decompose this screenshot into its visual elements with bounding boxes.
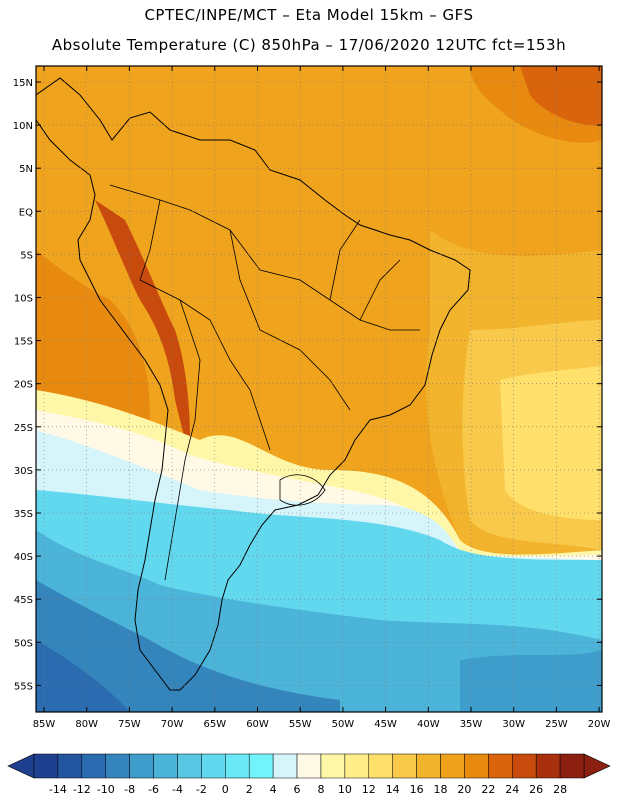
lon-label: 20W <box>588 719 611 730</box>
colorbar-right-arrow <box>583 753 611 779</box>
colorbar-cell <box>464 753 489 779</box>
longitude-axis: 85W 80W 75W 70W 65W 60W 55W 50W 45W 40W 35W 30W 25W 2… <box>33 66 611 730</box>
lat-label: 25S <box>14 423 33 434</box>
colorbar-cell <box>225 753 250 779</box>
lon-label: 30W <box>502 719 525 730</box>
colorbar-label: -12 <box>73 783 91 796</box>
east-ocean-band-3 <box>500 365 602 520</box>
lon-label: 65W <box>203 719 226 730</box>
deep-sea-se <box>460 650 602 712</box>
interior-border-1 <box>109 184 420 331</box>
colorbar-label: 10 <box>338 783 352 796</box>
coldest-sea-sw <box>36 580 340 712</box>
lat-label: EQ <box>19 207 33 218</box>
colorbar-label: 2 <box>246 783 253 796</box>
deep-sea-sw <box>36 640 130 712</box>
lat-label: 10S <box>14 294 33 305</box>
lat-label: 15S <box>14 337 33 348</box>
colorbar-label: 22 <box>481 783 495 796</box>
lat-label: 40S <box>14 552 33 563</box>
colorbar-label: -14 <box>49 783 67 796</box>
colorbar-label: -10 <box>97 783 115 796</box>
map-subtitle: Absolute Temperature (C) 850hPa – 17/06/… <box>51 36 567 54</box>
colorbar-cell <box>392 753 417 779</box>
lon-label: 70W <box>161 719 184 730</box>
colorbar-cell <box>129 753 154 779</box>
lat-label: 5N <box>19 164 33 175</box>
lon-label: 75W <box>118 719 141 730</box>
lat-label: 35S <box>14 509 33 520</box>
colorbar-label: -2 <box>196 783 207 796</box>
lon-label: 50W <box>332 719 355 730</box>
colorbar-cell <box>105 753 130 779</box>
colorbar-cell <box>488 753 513 779</box>
interior-border-3 <box>229 229 351 411</box>
lon-label: 80W <box>75 719 98 730</box>
lon-label: 45W <box>374 719 397 730</box>
map-field <box>36 66 602 712</box>
colorbar-label: 4 <box>270 783 277 796</box>
lon-label: 35W <box>460 719 483 730</box>
colorbar-cell <box>296 753 322 779</box>
lon-label: 55W <box>289 719 312 730</box>
colorbar-label: 0 <box>222 783 229 796</box>
colorbar-label: -6 <box>148 783 159 796</box>
colorbar-label: 24 <box>505 783 519 796</box>
colorbar-cell <box>81 753 106 779</box>
lat-label: 20S <box>14 380 33 391</box>
colorbar-cell <box>368 753 393 779</box>
uruguay-outline <box>279 474 326 506</box>
colorbar-cell <box>535 753 561 779</box>
lat-label: 55S <box>14 681 33 692</box>
lat-label: 50S <box>14 638 33 649</box>
colorbar-label: 6 <box>294 783 301 796</box>
lon-label: 40W <box>417 719 440 730</box>
colorbar-cell <box>248 753 274 779</box>
colorbar-label: 28 <box>553 783 567 796</box>
interior-border-2 <box>139 199 271 451</box>
lon-label: 60W <box>246 719 269 730</box>
pacific-orange <box>36 250 150 420</box>
lat-label: 10N <box>13 121 33 132</box>
colorbar-cell <box>272 753 298 779</box>
lon-label: 25W <box>545 719 568 730</box>
colorbar-label: 18 <box>434 783 448 796</box>
map-frame <box>35 65 603 713</box>
colorbar-cell <box>33 753 59 779</box>
latitude-axis: 15N 10N 5N EQ 5S 10S 15S 20S 25S 30S 35S 40S 45S 50S 5… <box>13 78 602 692</box>
interior-border-5 <box>329 219 401 321</box>
colorbar-label: -4 <box>172 783 183 796</box>
colorbar-cell <box>559 753 585 779</box>
lat-label: 45S <box>14 595 33 606</box>
colorbar-label: 8 <box>317 783 324 796</box>
lat-label: 5S <box>20 250 33 261</box>
colorbar-label: -8 <box>124 783 135 796</box>
colorbar-cell <box>512 753 537 779</box>
lon-label: 85W <box>33 719 56 730</box>
colorbar-label: 20 <box>457 783 471 796</box>
colorbar-left-arrow <box>7 753 35 779</box>
continent-outline <box>36 77 471 691</box>
colorbar-cell <box>440 753 465 779</box>
hotter-patch-ne <box>520 66 602 126</box>
colorbar-cell <box>320 753 346 779</box>
colorbar-cell <box>57 753 83 779</box>
colorbar-cell <box>153 753 178 779</box>
colorbar-label: 16 <box>410 783 424 796</box>
lat-label: 30S <box>14 466 33 477</box>
lat-label: 15N <box>13 78 33 89</box>
colorbar-cell <box>344 753 370 779</box>
andes-hot-band <box>95 200 190 440</box>
colorbar-cell <box>177 753 202 779</box>
colorbar-cell <box>201 753 226 779</box>
map-title: CPTEC/INPE/MCT – Eta Model 15km – GFS <box>144 6 474 24</box>
colorbar-label: 26 <box>529 783 543 796</box>
interior-border-4 <box>164 299 201 581</box>
colorbar-label: 14 <box>386 783 400 796</box>
colorbar-label: 12 <box>362 783 376 796</box>
colorbar: -14 -12 -10 -8 -6 -4 -2 0 2 4 6 8 10 12 14 16 18 20 22 24 26… <box>7 753 611 796</box>
colorbar-cell <box>416 753 441 779</box>
